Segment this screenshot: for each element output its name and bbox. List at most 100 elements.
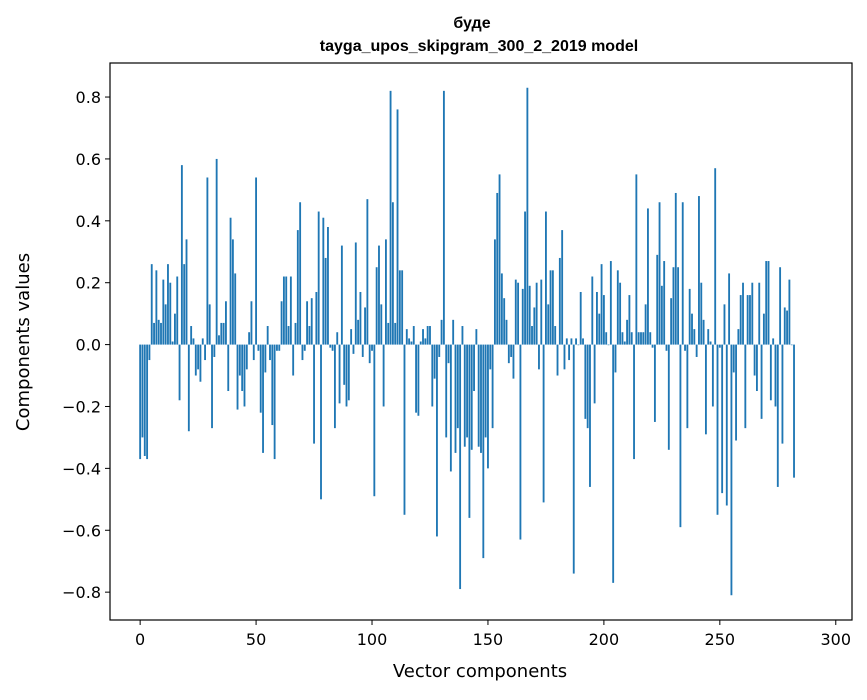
bar [630,332,633,345]
bar [378,245,380,345]
bar [489,344,492,370]
bar [769,344,772,401]
bar [456,344,459,429]
bar [398,270,401,345]
bar [665,344,668,351]
bar [440,319,443,345]
bar [538,344,540,370]
bar [468,344,471,518]
bar [449,344,452,472]
bar [271,344,274,426]
bar [596,291,598,345]
bar [245,344,248,370]
bar [287,326,290,345]
bar [667,344,670,450]
bar [327,227,329,345]
bar [744,344,747,429]
x-tick-label: 250 [705,630,736,649]
bar [677,267,680,345]
bar [308,326,311,345]
bar [357,319,360,345]
bar [623,341,626,345]
bar [408,338,411,345]
bar [269,344,271,361]
bar [294,322,297,345]
bar [547,304,550,345]
x-axis-ticks: 0 50 100 150 200 250 300 [135,620,851,649]
bar [728,273,731,345]
bar [266,326,269,345]
bar [586,344,589,429]
bar [526,87,529,345]
bar [558,257,561,345]
bar [257,344,260,351]
bar [442,90,445,345]
bar [660,285,663,345]
bar [185,239,188,345]
bar [470,344,473,450]
bar [517,282,520,345]
bar [531,326,533,345]
x-axis-label: Vector components [393,661,567,682]
bar [303,344,306,351]
bar [716,344,719,515]
bar [150,264,153,345]
bar [447,344,450,364]
bar [352,344,355,354]
bar [338,344,341,404]
bar [672,267,675,345]
bar [387,322,390,345]
bar [204,344,206,361]
bar [487,344,489,469]
bar [382,344,385,407]
chart-title: буде [453,15,490,32]
bar [359,291,362,345]
bar [315,291,318,345]
bar [505,319,508,345]
bar-series [139,87,795,596]
bar [336,332,339,345]
bar [426,326,429,345]
bar [324,257,327,345]
bar [584,344,587,419]
bar [753,344,756,376]
bar [609,261,612,345]
bar [243,344,246,407]
bar [466,344,469,438]
bar [422,329,424,345]
bar [368,344,371,364]
bar [749,295,751,345]
bar [579,291,582,345]
bar [155,270,158,345]
bar [670,298,673,345]
bar [255,177,257,345]
bar [723,304,726,345]
bar [691,313,693,345]
bar [192,338,195,345]
bar [737,329,740,345]
bar [197,344,200,370]
bar [206,177,209,345]
y-tick-label: 0.2 [76,274,101,293]
bar [602,295,605,345]
bar [702,319,705,345]
bar [540,279,543,345]
bar [157,319,160,345]
bar [431,344,434,407]
bar [227,344,230,392]
bar [616,270,619,345]
bar [679,344,682,528]
bar [343,344,346,385]
bar [742,282,744,345]
bar [477,344,480,447]
bar [640,332,642,345]
bar [350,329,353,345]
bar [259,344,262,413]
bar [280,301,283,345]
bar [535,282,538,345]
bar [289,276,292,345]
bar [600,264,603,345]
bar [174,313,176,345]
y-axis-ticks: 0.8 0.6 0.4 0.2 0.0 −0.2 −0.4 −0.6 −0.8 [62,88,110,602]
bar [320,344,322,500]
